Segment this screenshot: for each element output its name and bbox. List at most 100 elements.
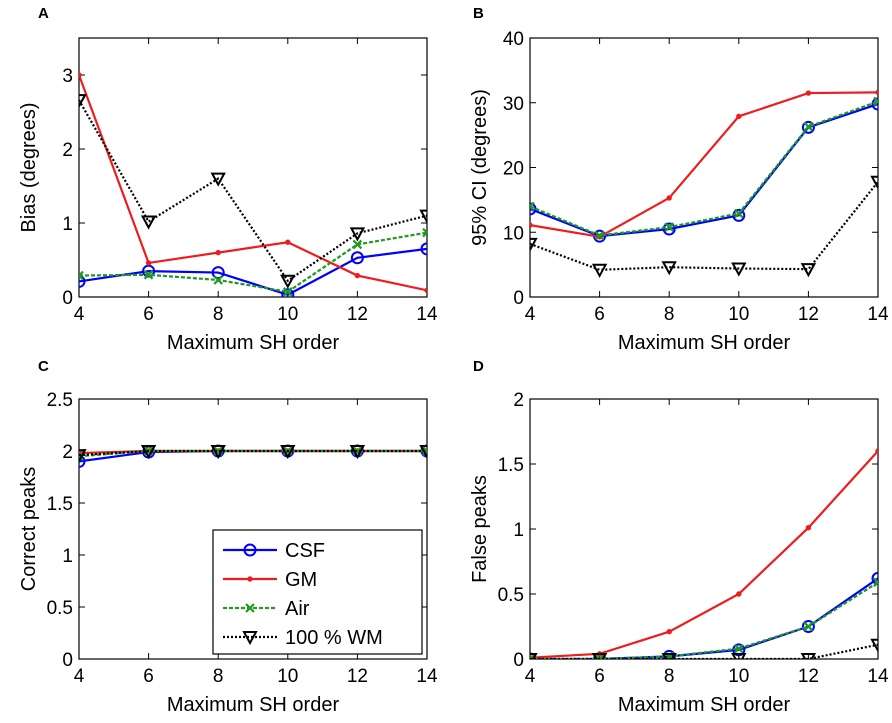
legend-entry-100-wm: 100 % WM xyxy=(223,627,383,649)
x-axis-title-d: Maximum SH order xyxy=(618,694,791,716)
data-point-air xyxy=(664,222,674,232)
legend-marker xyxy=(242,631,258,646)
y-tick-label-b: 40 xyxy=(503,29,524,50)
series-csf-a xyxy=(79,242,427,297)
series-line-air xyxy=(530,100,878,237)
y-tick-label-b: 30 xyxy=(503,94,524,115)
axes-box-d xyxy=(529,398,879,660)
data-point-csf xyxy=(281,288,295,297)
legend-marker xyxy=(245,603,255,613)
y-axis-title-b: 95% CI (degrees) xyxy=(469,89,491,246)
x-tick-label-d: 8 xyxy=(664,666,675,687)
data-point-air xyxy=(143,270,154,280)
data-point-100-wm xyxy=(800,653,817,659)
x-tick-label-a: 10 xyxy=(277,304,298,325)
data-point-csf xyxy=(420,242,427,256)
y-tick-label-c: 0.5 xyxy=(47,598,73,619)
legend-marker xyxy=(243,543,257,557)
series-line-csf xyxy=(79,247,427,296)
x-tick-label-c: 12 xyxy=(347,666,368,687)
data-point-100-wm xyxy=(140,215,157,230)
data-point-air xyxy=(530,654,535,659)
data-point-air xyxy=(803,121,814,132)
y-tick-label-d: 1.5 xyxy=(498,455,524,476)
data-point-gm xyxy=(666,629,672,635)
data-point-air xyxy=(283,287,293,297)
data-point-csf xyxy=(871,571,878,585)
y-tick-label-b: 10 xyxy=(503,223,524,244)
data-point-csf xyxy=(662,222,676,236)
series-100-wm-b xyxy=(530,175,878,278)
y-tick-label-a: 2 xyxy=(62,140,73,161)
series-line-air xyxy=(530,581,878,659)
y-tick-label-c: 1 xyxy=(62,546,73,567)
data-point-100-wm xyxy=(661,261,677,276)
x-tick-label-a: 4 xyxy=(74,304,85,325)
data-point-csf xyxy=(211,266,225,280)
axes-box-a xyxy=(78,37,428,298)
x-tick-label-c: 14 xyxy=(416,666,438,687)
data-point-100-wm xyxy=(870,638,878,653)
x-tick-label-d: 10 xyxy=(728,666,749,687)
panel-letter-b: B xyxy=(473,5,484,22)
x-tick-label-a: 12 xyxy=(347,304,368,325)
data-point-100-wm xyxy=(419,209,427,224)
data-point-100-wm xyxy=(210,445,226,460)
x-axis-title-b: Maximum SH order xyxy=(618,332,791,354)
data-point-100-wm xyxy=(731,653,747,659)
x-tick-label-b: 6 xyxy=(594,304,605,325)
y-tick-label-a: 3 xyxy=(62,66,73,87)
data-point-csf xyxy=(801,120,815,134)
series-100-wm-d xyxy=(530,638,878,659)
series-100-wm-c xyxy=(79,445,427,464)
y-axis-title-d: False peaks xyxy=(469,475,491,583)
x-tick-label-b: 10 xyxy=(728,304,749,325)
data-point-csf xyxy=(871,97,878,111)
data-point-100-wm xyxy=(591,653,608,659)
y-axis-title-a: Bias (degrees) xyxy=(18,102,40,232)
data-point-csf xyxy=(79,454,86,468)
data-point-100-wm xyxy=(280,274,296,289)
data-point-air xyxy=(213,275,223,285)
y-tick-label-c: 0 xyxy=(62,650,73,671)
data-point-gm xyxy=(215,249,221,256)
series-line-gm xyxy=(530,91,878,238)
x-tick-label-c: 6 xyxy=(143,666,154,687)
x-tick-label-c: 4 xyxy=(74,666,85,687)
data-point-air xyxy=(422,227,427,238)
data-point-100-wm xyxy=(591,263,608,278)
x-axis-title-c: Maximum SH order xyxy=(167,694,340,716)
legend-label: GM xyxy=(285,569,317,591)
legend-entry-air: Air xyxy=(223,598,310,620)
x-tick-label-a: 8 xyxy=(213,304,224,325)
data-point-air xyxy=(79,270,84,281)
data-point-air xyxy=(594,230,605,241)
series-line-100-wm xyxy=(79,99,427,283)
data-point-csf xyxy=(732,643,746,657)
data-point-air xyxy=(594,654,605,659)
x-tick-label-d: 12 xyxy=(798,666,819,687)
x-tick-label-c: 10 xyxy=(277,666,298,687)
data-point-gm xyxy=(285,239,291,245)
legend-label: Air xyxy=(285,598,310,620)
data-point-100-wm xyxy=(419,445,427,460)
data-point-gm xyxy=(530,222,533,228)
data-point-air xyxy=(79,451,84,461)
series-line-air xyxy=(79,449,427,458)
x-tick-label-d: 6 xyxy=(594,666,605,687)
y-tick-label-d: 1 xyxy=(513,520,524,541)
data-point-gm xyxy=(424,287,427,294)
data-point-air xyxy=(734,208,744,219)
data-point-100-wm xyxy=(349,445,366,460)
panel-d: D 4 6 8 10 12 14 0 0.5 1 1.5 2 Maximum SH order False… xyxy=(469,358,889,716)
data-point-100-wm xyxy=(79,94,87,109)
y-tick-label-b: 20 xyxy=(503,159,524,180)
y-tick-label-c: 2 xyxy=(62,442,73,463)
legend-label: CSF xyxy=(285,540,325,562)
y-tick-label-b: 0 xyxy=(513,288,524,309)
data-point-100-wm xyxy=(280,445,296,460)
x-tick-label-b: 12 xyxy=(798,304,819,325)
x-tick-label-a: 6 xyxy=(143,304,154,325)
data-point-100-wm xyxy=(661,653,677,659)
